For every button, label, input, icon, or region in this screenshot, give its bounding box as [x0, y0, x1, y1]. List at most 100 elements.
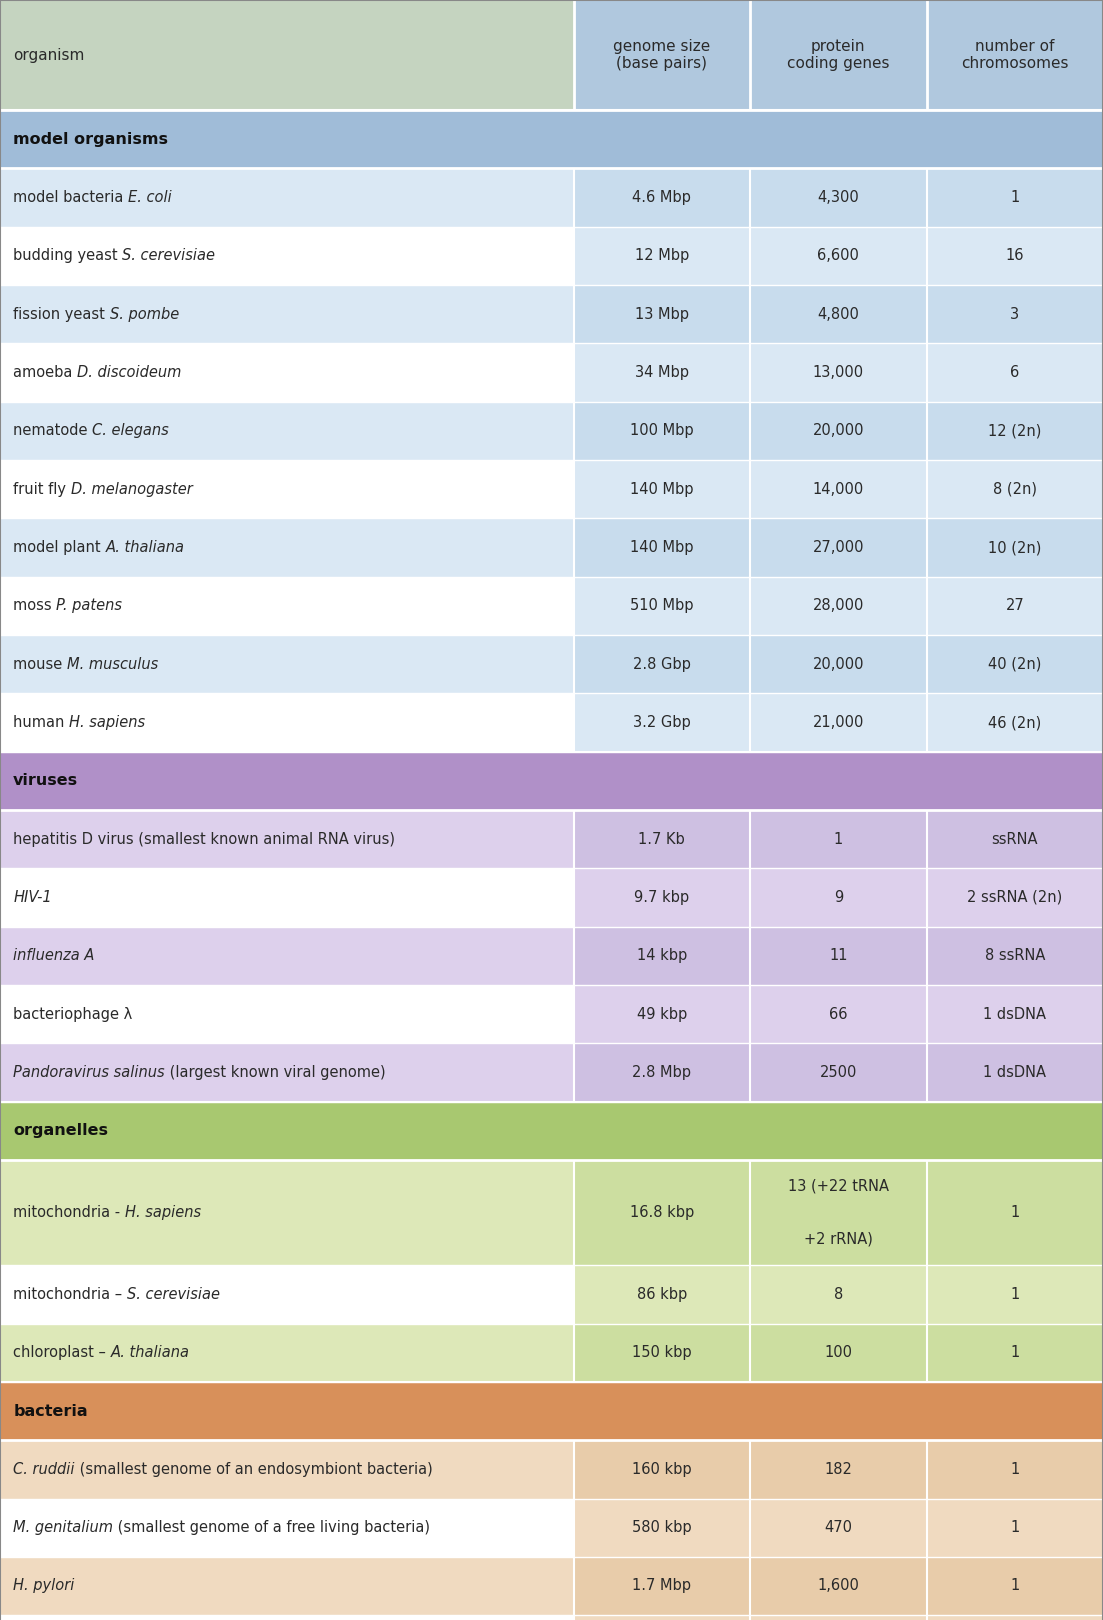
Text: 1: 1	[1010, 1520, 1019, 1536]
Bar	[750, 1160, 927, 1265]
Text: 16: 16	[1006, 248, 1024, 264]
Text: mitochondria –: mitochondria –	[13, 1286, 127, 1302]
Bar	[750, 1615, 927, 1620]
Bar	[0, 1382, 1103, 1440]
Text: C. elegans: C. elegans	[93, 423, 169, 439]
Text: protein
coding genes: protein coding genes	[788, 39, 889, 71]
Text: organism: organism	[13, 47, 85, 63]
Text: C. ruddii: C. ruddii	[13, 1461, 75, 1477]
Bar	[574, 518, 750, 577]
Bar	[0, 1498, 574, 1557]
Text: fruit fly: fruit fly	[13, 481, 71, 497]
Text: 16.8 kbp: 16.8 kbp	[630, 1205, 694, 1220]
Text: Pandoravirus salinus: Pandoravirus salinus	[13, 1064, 164, 1081]
Bar	[927, 1498, 1103, 1557]
Text: 4,800: 4,800	[817, 306, 859, 322]
Text: 1: 1	[1010, 1578, 1019, 1594]
Text: number of
chromosomes: number of chromosomes	[961, 39, 1069, 71]
Text: E. coli: E. coli	[128, 190, 172, 206]
Bar	[750, 1557, 927, 1615]
Text: 140 Mbp: 140 Mbp	[630, 539, 694, 556]
Text: chloroplast –: chloroplast –	[13, 1345, 110, 1361]
Bar	[574, 0, 750, 110]
Text: S. pombe: S. pombe	[109, 306, 179, 322]
Text: 2.8 Mbp: 2.8 Mbp	[632, 1064, 692, 1081]
Bar	[750, 810, 927, 868]
Bar	[0, 577, 574, 635]
Text: mouse: mouse	[13, 656, 67, 672]
Text: 8 (2n): 8 (2n)	[993, 481, 1037, 497]
Bar	[927, 1440, 1103, 1498]
Bar	[574, 1324, 750, 1382]
Text: 86 kbp: 86 kbp	[636, 1286, 687, 1302]
Text: 1: 1	[1010, 1205, 1019, 1220]
Text: 1: 1	[1010, 1345, 1019, 1361]
Bar	[750, 1498, 927, 1557]
Bar	[0, 110, 1103, 168]
Bar	[927, 1324, 1103, 1382]
Bar	[927, 577, 1103, 635]
Text: 14,000: 14,000	[813, 481, 864, 497]
Text: 13,000: 13,000	[813, 364, 864, 381]
Text: 11: 11	[829, 948, 847, 964]
Bar	[927, 868, 1103, 927]
Bar	[0, 1557, 574, 1615]
Text: 12 Mbp: 12 Mbp	[634, 248, 689, 264]
Text: 13 Mbp: 13 Mbp	[635, 306, 688, 322]
Text: 12 (2n): 12 (2n)	[988, 423, 1041, 439]
Text: 20,000: 20,000	[813, 656, 864, 672]
Bar	[927, 1265, 1103, 1324]
Bar	[574, 285, 750, 343]
Text: model bacteria: model bacteria	[13, 190, 128, 206]
Text: bacteriophage λ: bacteriophage λ	[13, 1006, 132, 1022]
Text: D. melanogaster: D. melanogaster	[71, 481, 193, 497]
Text: 8 ssRNA: 8 ssRNA	[985, 948, 1045, 964]
Text: 8: 8	[834, 1286, 843, 1302]
Text: 150 kbp: 150 kbp	[632, 1345, 692, 1361]
Text: bacteria: bacteria	[13, 1403, 88, 1419]
Bar	[0, 1043, 574, 1102]
Bar	[750, 1043, 927, 1102]
Bar	[0, 985, 574, 1043]
Bar	[927, 1615, 1103, 1620]
Bar	[0, 1615, 574, 1620]
Text: 46 (2n): 46 (2n)	[988, 714, 1041, 731]
Bar	[750, 635, 927, 693]
Bar	[0, 1160, 574, 1265]
Text: organelles: organelles	[13, 1123, 108, 1139]
Bar	[927, 927, 1103, 985]
Bar	[927, 1043, 1103, 1102]
Bar	[574, 927, 750, 985]
Text: model organisms: model organisms	[13, 131, 169, 147]
Bar	[750, 227, 927, 285]
Text: 4.6 Mbp: 4.6 Mbp	[632, 190, 692, 206]
Text: fission yeast: fission yeast	[13, 306, 109, 322]
Text: 27,000: 27,000	[813, 539, 864, 556]
Text: 40 (2n): 40 (2n)	[988, 656, 1041, 672]
Text: 1,600: 1,600	[817, 1578, 859, 1594]
Text: 100 Mbp: 100 Mbp	[630, 423, 694, 439]
Bar	[574, 1440, 750, 1498]
Text: (largest known viral genome): (largest known viral genome)	[164, 1064, 385, 1081]
Text: influenza A: influenza A	[13, 948, 95, 964]
Bar	[0, 1324, 574, 1382]
Bar	[0, 1102, 1103, 1160]
Bar	[0, 0, 574, 110]
Text: (smallest genome of a free living bacteria): (smallest genome of a free living bacter…	[114, 1520, 430, 1536]
Text: 580 kbp: 580 kbp	[632, 1520, 692, 1536]
Text: 21,000: 21,000	[813, 714, 864, 731]
Bar	[0, 810, 574, 868]
Text: 34 Mbp: 34 Mbp	[635, 364, 688, 381]
Text: 9.7 kbp: 9.7 kbp	[634, 889, 689, 906]
Text: S. cerevisiae: S. cerevisiae	[127, 1286, 219, 1302]
Text: 2 ssRNA (2n): 2 ssRNA (2n)	[967, 889, 1062, 906]
Bar	[927, 693, 1103, 752]
Bar	[750, 577, 927, 635]
Text: 2500: 2500	[820, 1064, 857, 1081]
Bar	[574, 577, 750, 635]
Text: viruses: viruses	[13, 773, 78, 789]
Bar	[0, 635, 574, 693]
Bar	[574, 1615, 750, 1620]
Bar	[0, 868, 574, 927]
Text: A. thaliana: A. thaliana	[106, 539, 184, 556]
